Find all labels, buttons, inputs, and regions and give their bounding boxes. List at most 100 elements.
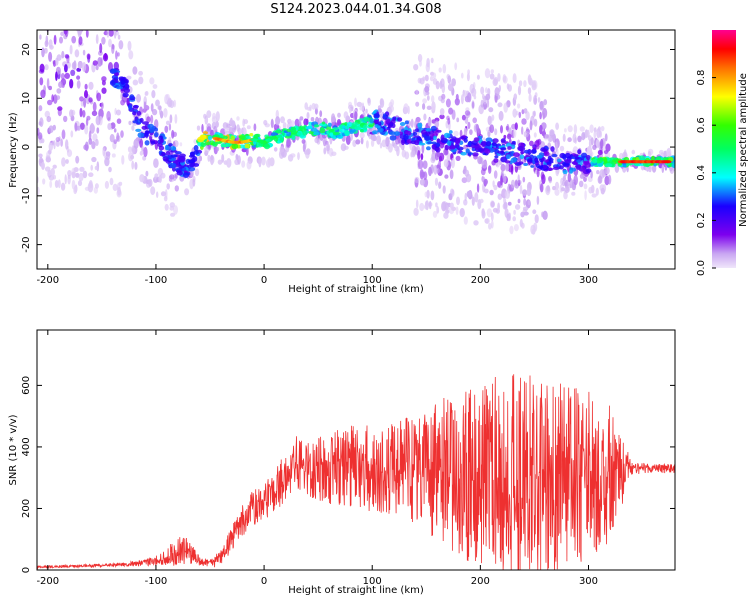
spectral-noise-blob	[131, 145, 135, 156]
spectral-noise-blob	[75, 172, 80, 178]
spectral-noise-blob	[174, 185, 179, 192]
spectral-ridge-blob	[449, 145, 456, 150]
spectral-noise-blob	[454, 62, 458, 71]
spectral-noise-blob	[467, 121, 471, 130]
spectral-noise-blob	[486, 208, 493, 218]
spectral-noise-blob	[422, 160, 428, 169]
spectral-noise-blob	[61, 50, 65, 59]
spectral-noise-blob	[51, 0, 54, 5]
spectral-noise-blob	[500, 163, 506, 172]
spectral-ridge-blob	[576, 159, 581, 163]
spectral-ridge-blob	[388, 122, 394, 126]
spectral-noise-blob	[421, 143, 425, 154]
spectral-noise-blob	[529, 120, 533, 131]
spectral-noise-blob	[532, 80, 538, 90]
spectral-noise-blob	[514, 204, 521, 210]
snr-y-axis-title: SNR (10 * v/v)	[8, 414, 19, 485]
spectral-noise-blob	[438, 181, 442, 189]
spectral-noise-blob	[50, 0, 53, 6]
spectral-ridge-blob	[178, 164, 185, 169]
spectral-noise-blob	[88, 81, 94, 90]
spectral-noise-blob	[96, 92, 102, 102]
spectral-ridge-blob	[372, 130, 378, 135]
spectral-noise-blob	[71, 171, 76, 179]
spectral-noise-blob	[169, 114, 173, 124]
spectral-noise-blob	[420, 153, 424, 161]
spectral-noise-blob	[87, 54, 91, 63]
spectral-noise-blob	[77, 61, 83, 69]
spectral-noise-blob	[518, 111, 522, 119]
spectral-noise-blob	[79, 122, 85, 130]
spectral-noise-blob	[477, 127, 480, 134]
spectral-noise-blob	[431, 101, 436, 112]
spectral-noise-blob	[101, 87, 107, 94]
spectral-noise-blob	[473, 95, 477, 100]
spectral-noise-blob	[39, 117, 44, 128]
spectral-noise-blob	[55, 140, 60, 147]
spectral-noise-blob	[71, 61, 76, 70]
spectral-noise-blob	[106, 30, 110, 38]
spectral-ridge-blob	[296, 131, 303, 136]
spectral-ridge-blob	[543, 151, 550, 157]
spectral-ridge-blob	[671, 162, 675, 169]
spectral-noise-blob	[41, 161, 45, 170]
spectral-noise-blob	[131, 160, 135, 170]
spectral-noise-blob	[579, 173, 585, 179]
spectral-noise-blob	[87, 182, 94, 193]
spectral-ridge-blob	[178, 153, 186, 158]
spectral-noise-blob	[50, 10, 55, 20]
spectral-noise-blob	[92, 101, 97, 112]
spectral-ridge-blob	[546, 161, 552, 165]
spectral-noise-blob	[381, 139, 387, 148]
spectral-ridge-blob	[562, 154, 567, 160]
spectral-ridge-blob	[536, 154, 543, 159]
spectral-noise-blob	[79, 107, 83, 118]
spectral-noise-blob	[44, 40, 49, 48]
spectral-ridge-blob	[448, 130, 453, 134]
spectral-ridge-blob	[377, 127, 384, 133]
spectral-noise-blob	[160, 172, 166, 179]
spectral-noise-blob	[523, 198, 527, 206]
spectral-noise-blob	[480, 99, 484, 108]
spectral-noise-blob	[523, 131, 529, 138]
spectral-noise-blob	[597, 149, 603, 156]
spectral-noise-blob	[139, 150, 144, 156]
spectral-noise-blob	[502, 74, 507, 83]
spectral-noise-blob	[36, 9, 41, 13]
spectral-noise-blob	[417, 159, 424, 170]
spectral-noise-blob	[473, 220, 479, 226]
spectral-noise-blob	[90, 164, 93, 171]
spectral-noise-blob	[450, 157, 455, 169]
spectral-noise-blob	[503, 102, 509, 113]
spectral-ridge-blob	[532, 149, 537, 154]
spectral-noise-blob	[304, 150, 309, 155]
spectral-noise-blob	[55, 57, 59, 66]
spectral-ridge-blob	[182, 172, 190, 179]
spectral-noise-blob	[447, 83, 454, 92]
spectral-noise-blob	[95, 115, 101, 126]
spectral-ridge-blob	[484, 148, 491, 154]
spectral-noise-blob	[365, 108, 368, 114]
spectral-ridge-blob	[187, 159, 195, 164]
spectral-noise-blob	[261, 156, 266, 166]
spectral-noise-blob	[77, 30, 83, 36]
spectral-noise-blob	[490, 201, 495, 208]
spectral-noise-blob	[525, 111, 530, 121]
spectral-noise-blob	[526, 187, 532, 197]
spectral-ridge-blob	[339, 129, 346, 133]
spectral-noise-blob	[388, 105, 394, 113]
spectral-noise-blob	[424, 204, 428, 210]
spectral-noise-blob	[430, 156, 436, 164]
spectral-noise-blob	[93, 186, 99, 194]
spectral-noise-blob	[528, 93, 532, 103]
spectral-ridge-blob	[585, 154, 591, 161]
spectral-ridge-blob	[369, 118, 375, 124]
spectral-noise-blob	[43, 47, 48, 54]
spectral-noise-blob	[522, 206, 529, 211]
spectral-noise-blob	[513, 93, 518, 101]
spectral-noise-blob	[539, 183, 544, 193]
colorbar-ticks: 0.0 0.2 0.4 0.6 0.8	[696, 70, 716, 276]
spectral-noise-blob	[603, 150, 609, 155]
spectral-noise-blob	[666, 149, 671, 157]
spectral-noise-blob	[469, 83, 475, 94]
